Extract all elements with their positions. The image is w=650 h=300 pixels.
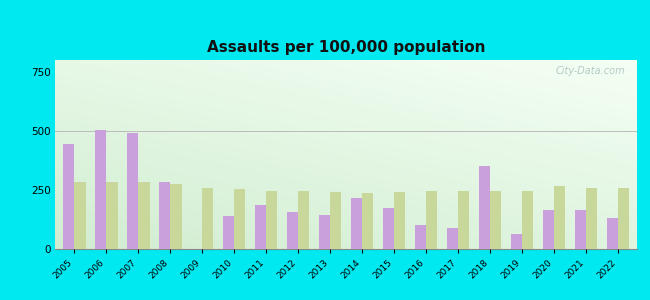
Title: Assaults per 100,000 population: Assaults per 100,000 population	[207, 40, 486, 55]
Bar	[170, 184, 181, 249]
Text: City-Data.com: City-Data.com	[556, 66, 625, 76]
Bar	[586, 188, 597, 249]
Bar	[159, 182, 170, 249]
Bar	[543, 210, 554, 249]
Bar	[415, 225, 426, 249]
Bar	[75, 182, 86, 249]
Bar	[606, 218, 618, 249]
Bar	[351, 198, 362, 249]
Bar	[618, 188, 629, 249]
Bar	[447, 228, 458, 249]
Bar	[234, 189, 246, 249]
Bar	[575, 210, 586, 249]
Bar	[554, 186, 565, 249]
Bar	[319, 215, 330, 249]
Bar	[522, 191, 533, 249]
Bar	[127, 133, 138, 249]
Bar	[202, 188, 213, 249]
Bar	[266, 191, 278, 249]
Bar	[383, 208, 394, 249]
Bar	[330, 192, 341, 249]
Bar	[490, 191, 501, 249]
Bar	[63, 144, 75, 249]
Bar	[95, 130, 107, 249]
Bar	[287, 212, 298, 249]
Bar	[426, 191, 437, 249]
Bar	[223, 216, 234, 249]
Bar	[298, 191, 309, 249]
Bar	[511, 234, 522, 249]
Bar	[107, 182, 118, 249]
Bar	[394, 192, 405, 249]
Bar	[138, 182, 150, 249]
Bar	[458, 191, 469, 249]
Bar	[479, 166, 490, 249]
Bar	[362, 194, 373, 249]
Bar	[255, 205, 266, 249]
